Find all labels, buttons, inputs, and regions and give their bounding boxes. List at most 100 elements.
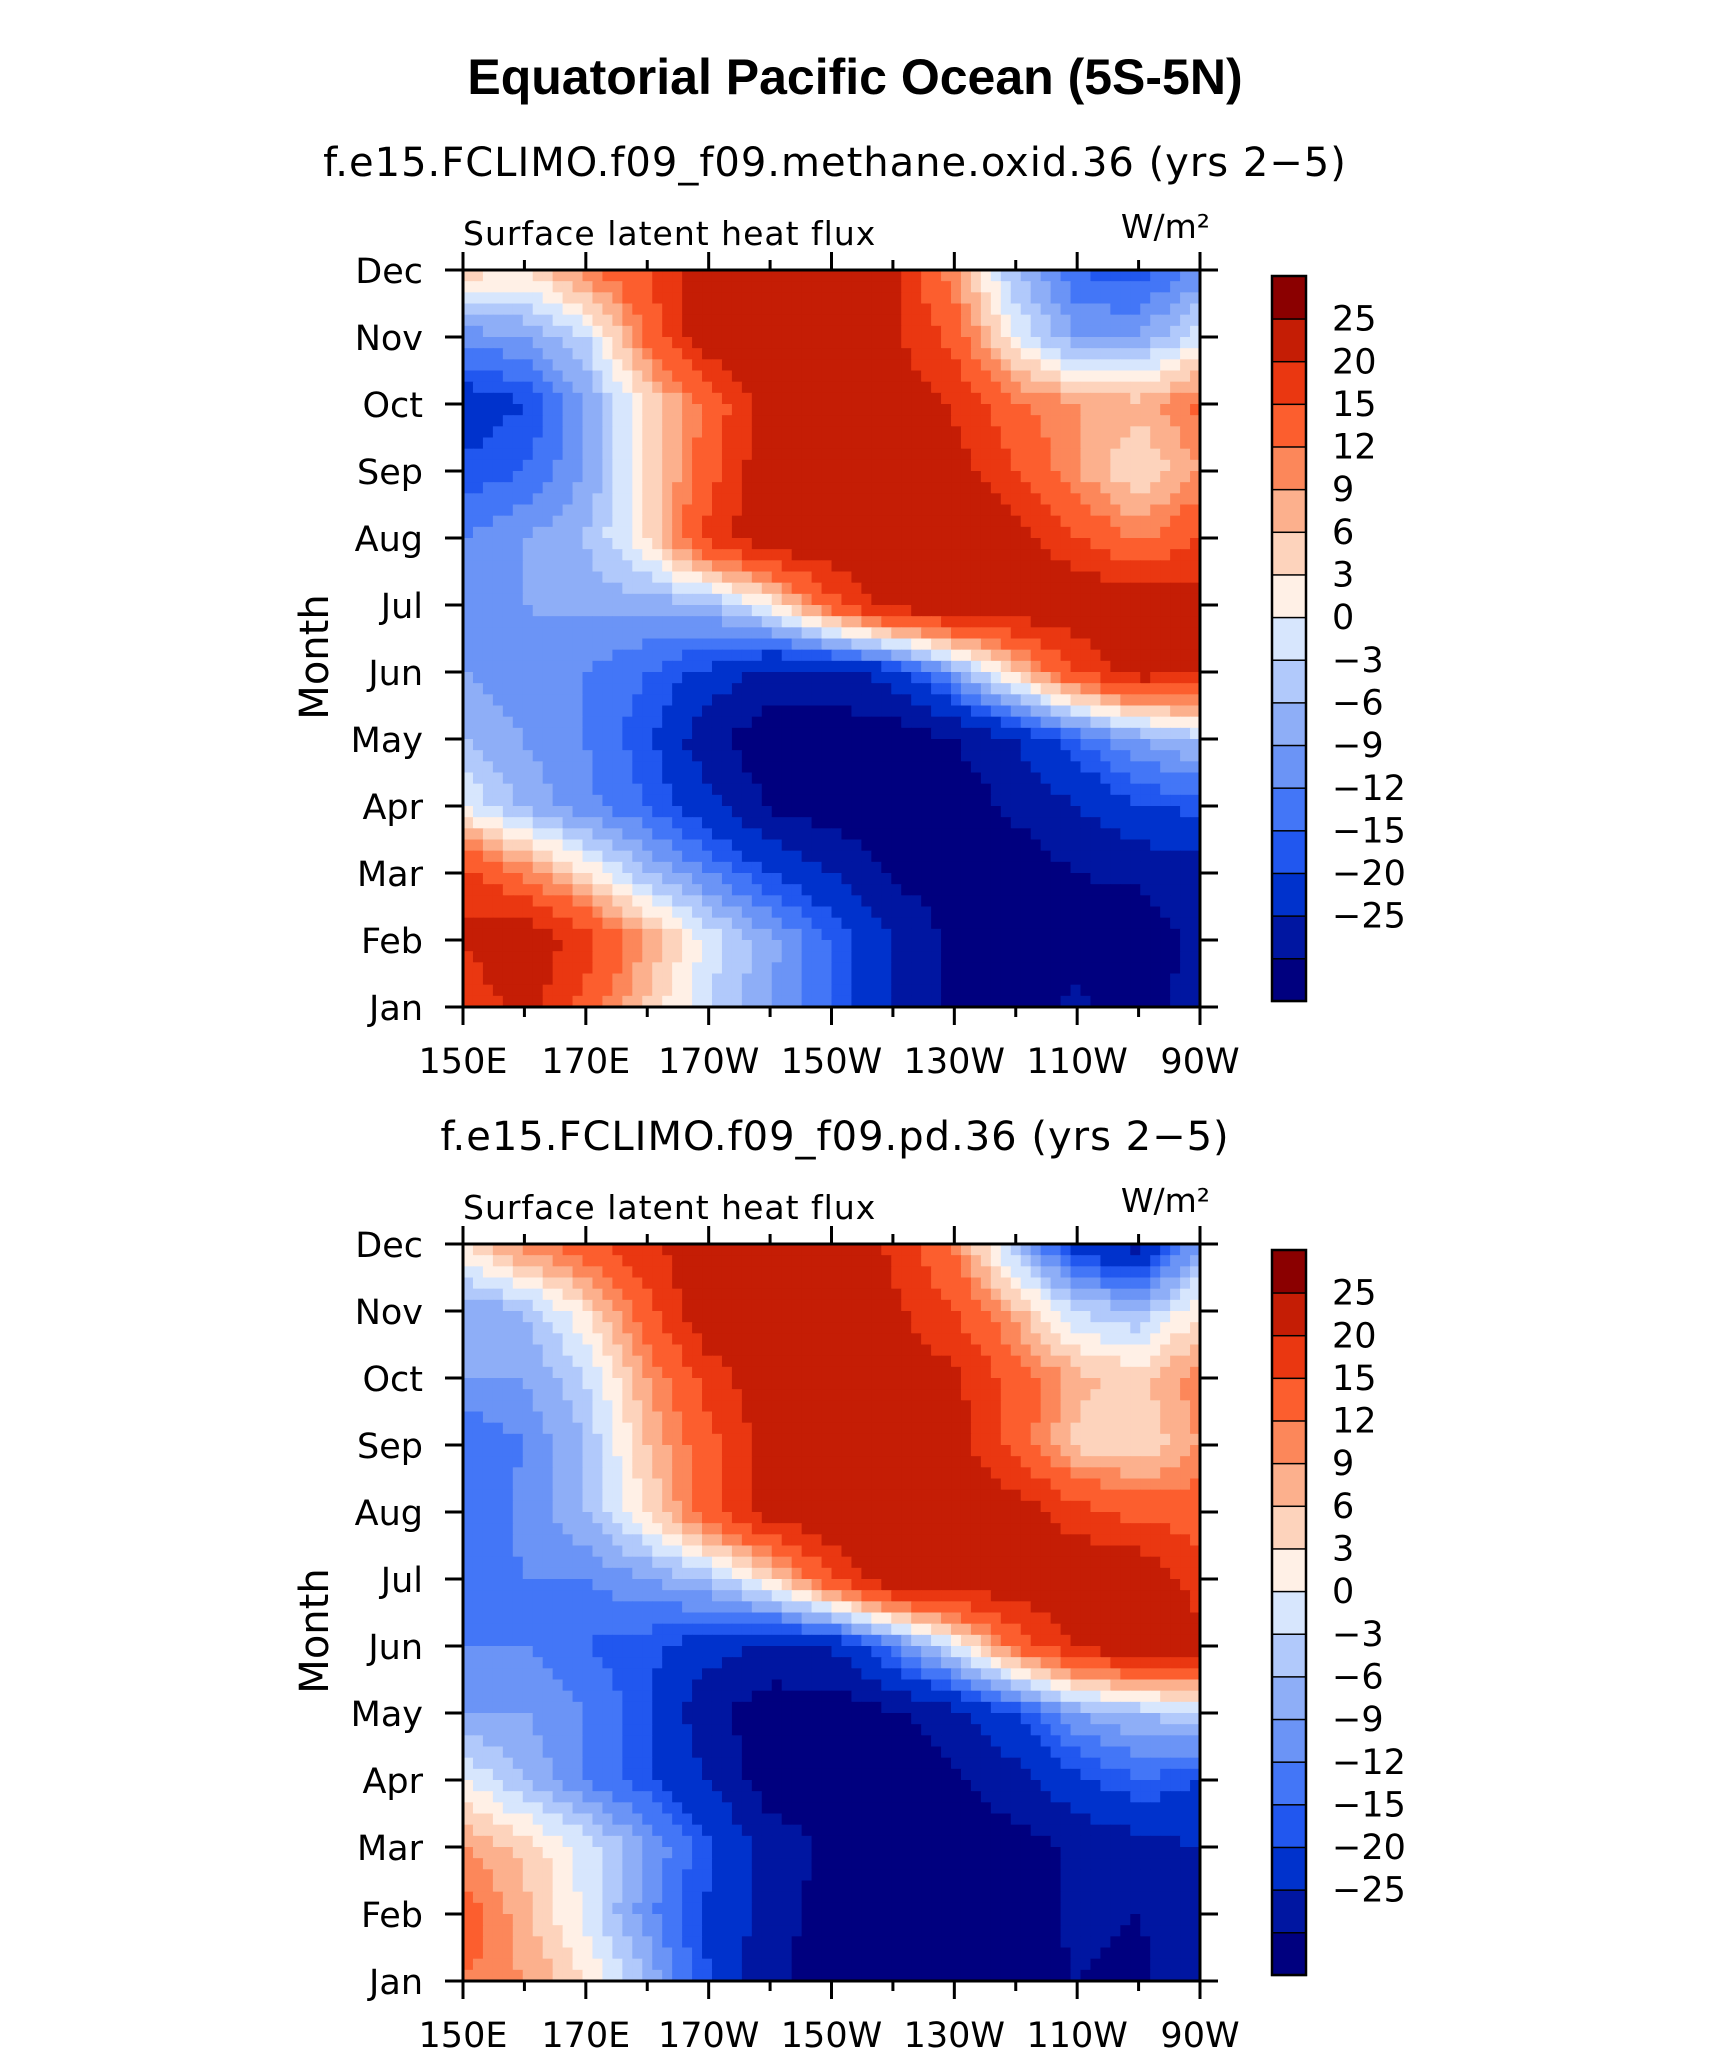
heatmap-cell bbox=[652, 482, 663, 494]
heatmap-cell bbox=[761, 783, 773, 796]
heatmap-cell bbox=[781, 482, 793, 494]
heatmap-cell bbox=[632, 638, 643, 651]
colorbar-label: 0 bbox=[1332, 598, 1354, 638]
heatmap-cell bbox=[980, 337, 992, 349]
panel-title: f.e15.FCLIMO.f09_f09.pd.36 (yrs 2−5) bbox=[440, 1114, 1229, 1160]
heatmap-cell bbox=[1190, 705, 1201, 718]
heatmap-cell bbox=[960, 739, 972, 751]
heatmap-cell bbox=[731, 739, 743, 751]
heatmap-cell bbox=[891, 917, 902, 930]
heatmap-cell bbox=[791, 873, 803, 885]
heatmap-cell bbox=[851, 828, 862, 841]
heatmap-cell bbox=[1160, 806, 1171, 818]
heatmap-cell bbox=[941, 716, 952, 729]
heatmap-cell bbox=[1050, 526, 1062, 539]
heatmap-cell bbox=[482, 571, 494, 584]
heatmap-cell bbox=[582, 850, 594, 863]
heatmap-cell bbox=[931, 348, 942, 360]
heatmap-cell bbox=[1090, 582, 1102, 595]
heatmap-cell bbox=[1010, 861, 1022, 874]
heatmap-cell bbox=[522, 806, 534, 818]
heatmap-cell bbox=[1070, 694, 1082, 707]
heatmap-cell bbox=[1000, 381, 1012, 394]
heatmap-cell bbox=[552, 828, 564, 841]
heatmap-cell bbox=[492, 593, 504, 606]
heatmap-cell bbox=[562, 303, 574, 316]
heatmap-cell bbox=[682, 538, 693, 550]
heatmap-cell bbox=[731, 560, 743, 573]
heatmap-cell bbox=[960, 337, 972, 349]
heatmap-cell bbox=[542, 571, 554, 584]
heatmap-cell bbox=[711, 850, 723, 863]
heatmap-cell bbox=[482, 337, 494, 349]
heatmap-cell bbox=[582, 627, 594, 640]
heatmap-cell bbox=[1120, 705, 1131, 718]
heatmap-cell bbox=[951, 370, 962, 383]
heatmap-cell bbox=[851, 504, 862, 517]
heatmap-cell bbox=[1140, 281, 1151, 293]
heatmap-cell bbox=[811, 471, 823, 483]
heatmap-cell bbox=[1030, 482, 1042, 494]
heatmap-cell bbox=[1150, 270, 1161, 282]
heatmap-cell bbox=[672, 739, 683, 751]
heatmap-cell bbox=[592, 672, 604, 684]
heatmap-cell bbox=[572, 493, 584, 506]
heatmap-cell bbox=[841, 348, 853, 360]
heatmap-cell bbox=[871, 292, 882, 305]
heatmap-cell bbox=[970, 962, 982, 975]
heatmap-cell bbox=[1040, 739, 1052, 751]
heatmap-cell bbox=[1010, 571, 1022, 584]
heatmap-cell bbox=[1120, 750, 1131, 762]
heatmap-cell bbox=[821, 325, 833, 338]
heatmap-cell bbox=[721, 538, 733, 550]
heatmap-cell bbox=[941, 303, 952, 316]
heatmap-cell bbox=[741, 404, 753, 416]
heatmap-cell bbox=[463, 783, 474, 796]
heatmap-cell bbox=[692, 303, 703, 316]
heatmap-cell bbox=[951, 761, 962, 774]
heatmap-cell bbox=[552, 605, 564, 617]
heatmap-cell bbox=[632, 884, 643, 896]
heatmap-cell bbox=[931, 828, 942, 841]
heatmap-cell bbox=[572, 828, 584, 841]
heatmap-cell bbox=[721, 873, 733, 885]
heatmap-cell bbox=[1050, 984, 1062, 997]
heatmap-cell bbox=[1140, 426, 1151, 439]
heatmap-cell bbox=[721, 951, 733, 963]
heatmap-cell bbox=[1110, 616, 1121, 628]
heatmap-cell bbox=[592, 482, 604, 494]
heatmap-cell bbox=[821, 549, 833, 561]
heatmap-cell bbox=[1190, 526, 1201, 539]
heatmap-cell bbox=[1080, 850, 1092, 863]
heatmap-cell bbox=[771, 638, 783, 651]
heatmap-cell bbox=[602, 705, 613, 718]
heatmap-cell bbox=[741, 772, 753, 785]
heatmap-cell bbox=[1130, 448, 1141, 461]
heatmap-cell bbox=[1040, 794, 1052, 807]
heatmap-cell bbox=[602, 560, 613, 573]
heatmap-cell bbox=[1170, 415, 1181, 427]
heatmap-cell bbox=[1150, 493, 1161, 506]
heatmap-cell bbox=[562, 739, 574, 751]
heatmap-cell bbox=[1100, 705, 1111, 718]
heatmap-cell bbox=[951, 638, 962, 651]
heatmap-cell bbox=[931, 794, 942, 807]
heatmap-cell bbox=[1160, 325, 1171, 338]
heatmap-cell bbox=[1000, 482, 1012, 494]
heatmap-cell bbox=[632, 392, 643, 405]
heatmap-cell bbox=[542, 348, 554, 360]
heatmap-cell bbox=[572, 962, 584, 975]
heatmap-cell bbox=[970, 370, 982, 383]
heatmap-cell bbox=[881, 940, 892, 952]
heatmap-cell bbox=[522, 359, 534, 372]
heatmap-cell bbox=[1130, 549, 1141, 561]
heatmap-cell bbox=[582, 459, 594, 472]
heatmap-cell bbox=[970, 672, 982, 684]
heatmap-cell bbox=[1010, 448, 1022, 461]
heatmap-cell bbox=[931, 761, 942, 774]
heatmap-cell bbox=[1030, 627, 1042, 640]
heatmap-cell bbox=[871, 772, 882, 785]
heatmap-cell bbox=[1190, 672, 1201, 684]
heatmap-cell bbox=[921, 761, 932, 774]
heatmap-cell bbox=[532, 359, 544, 372]
